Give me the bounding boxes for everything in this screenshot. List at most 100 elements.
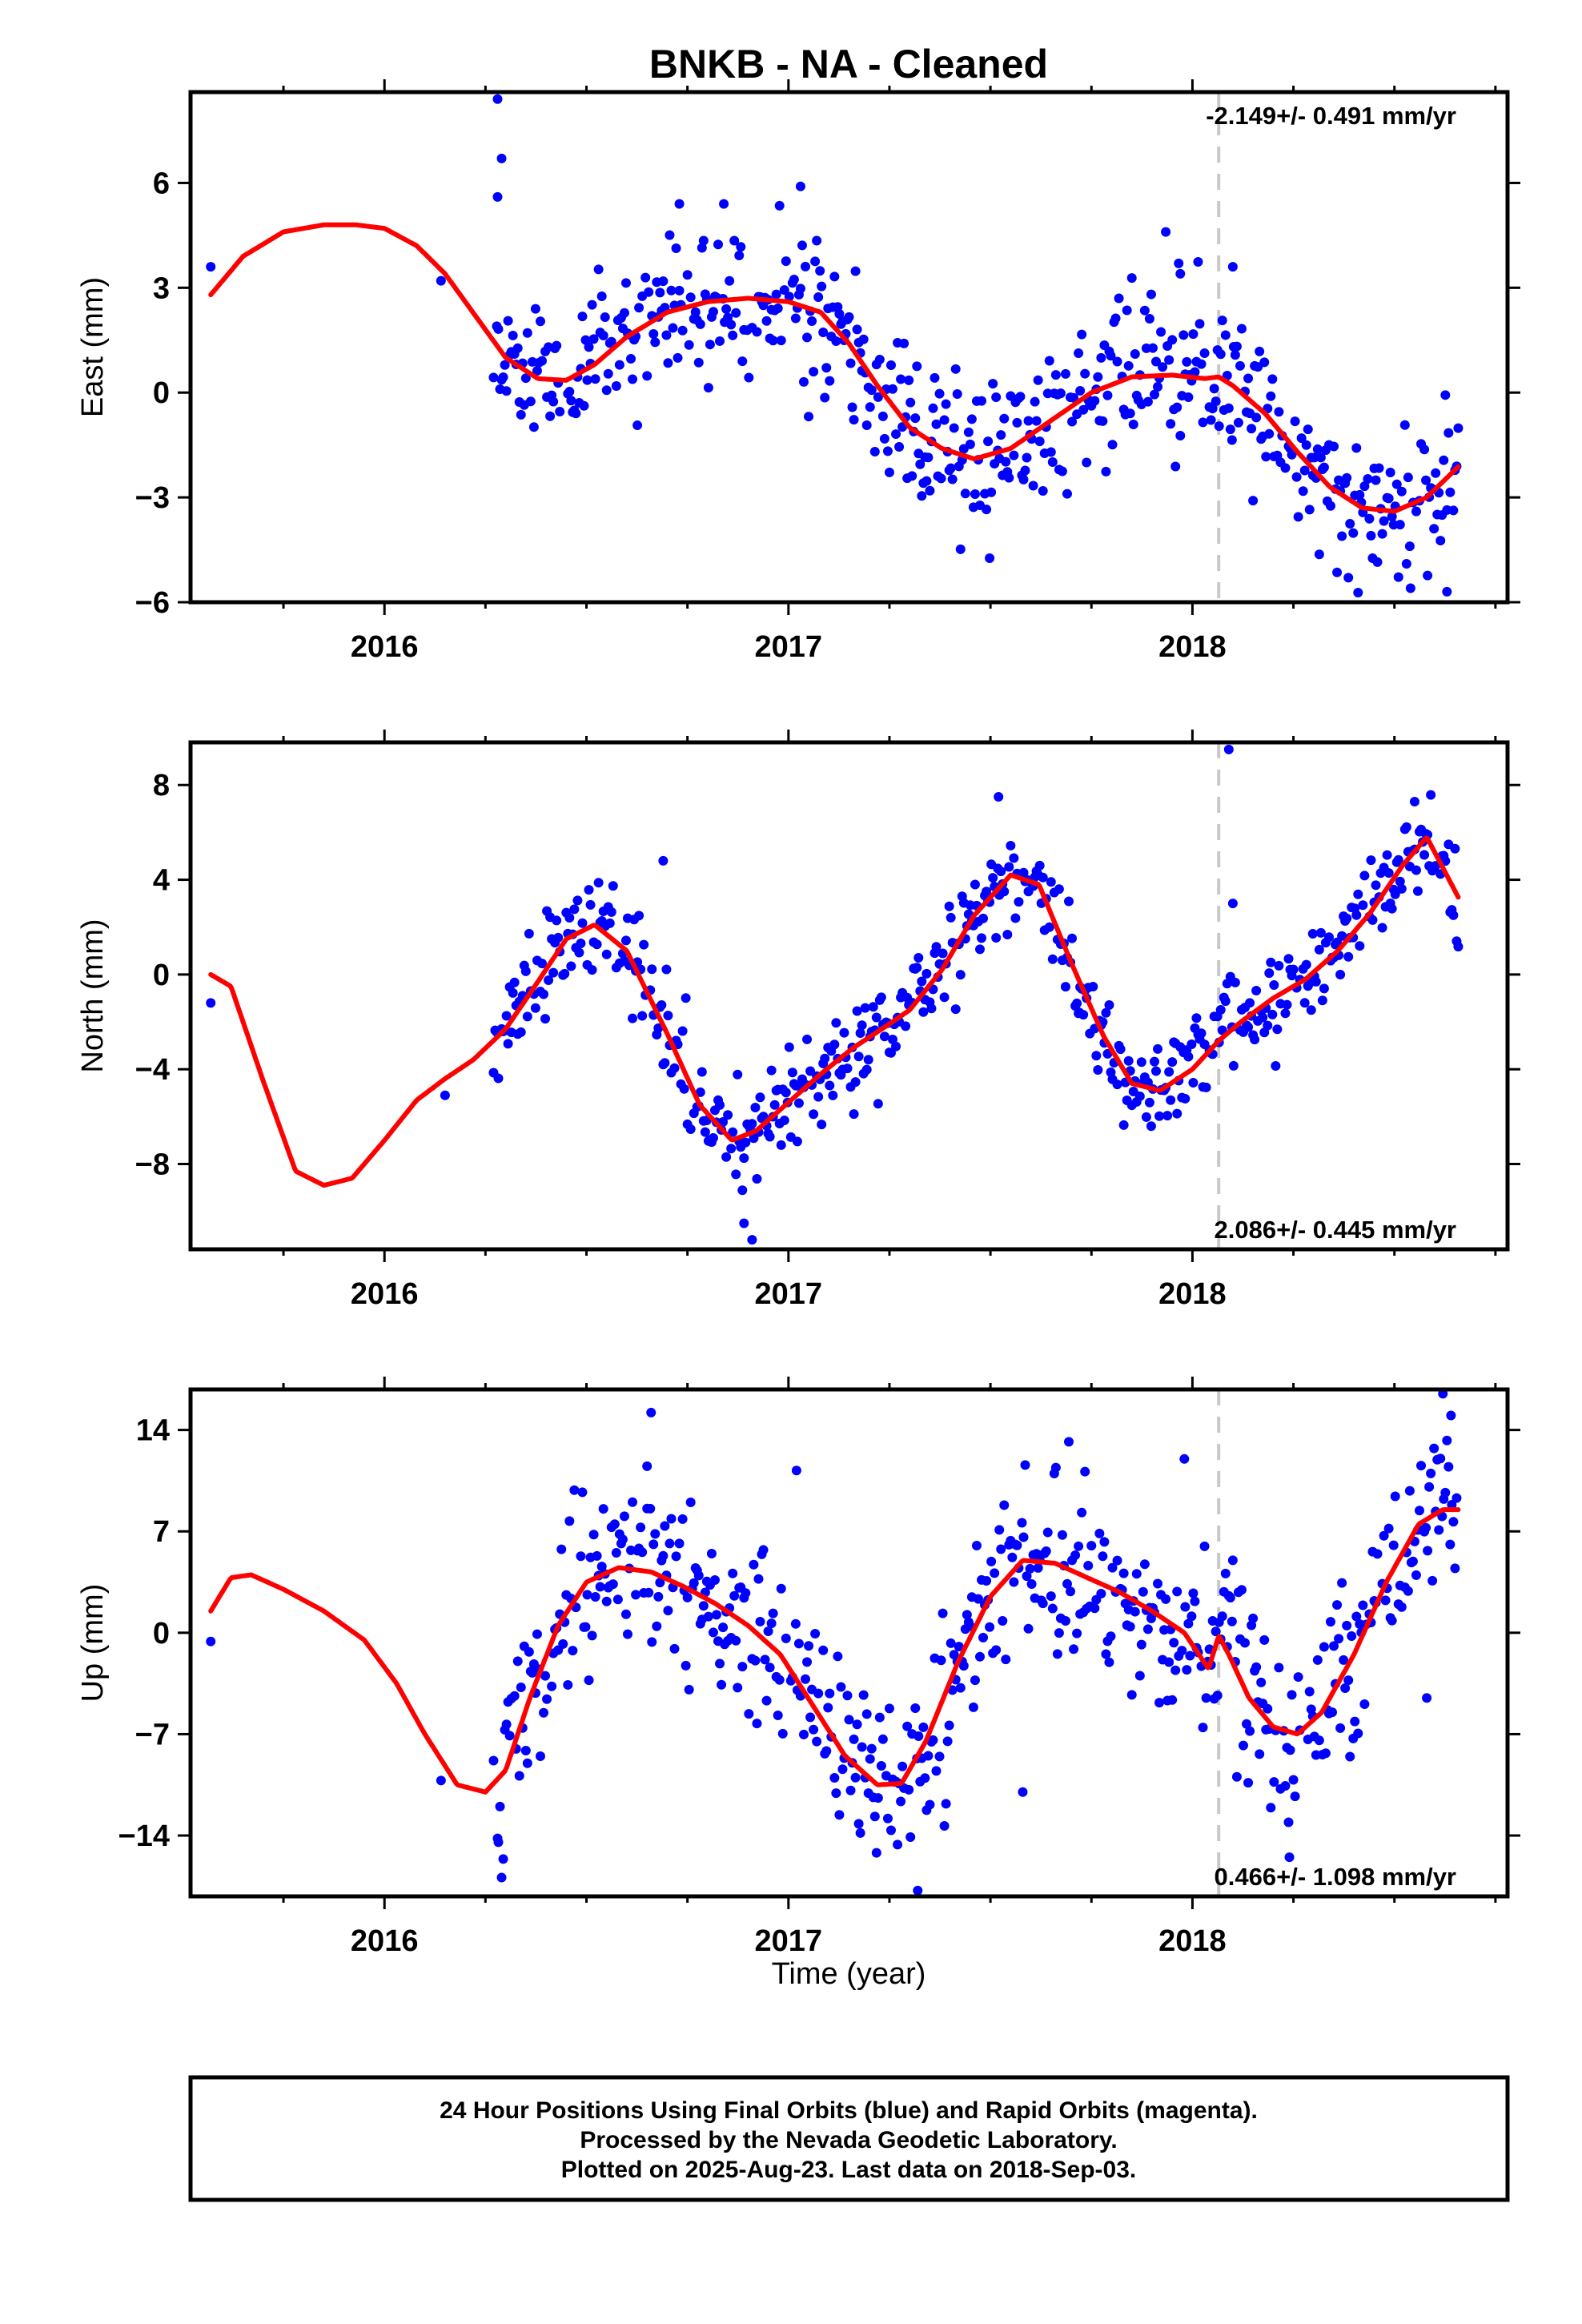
data-point bbox=[525, 396, 536, 407]
data-point bbox=[726, 320, 737, 330]
data-point bbox=[931, 1766, 942, 1776]
data-point bbox=[1240, 1638, 1251, 1648]
data-point bbox=[1263, 1020, 1273, 1031]
data-point bbox=[663, 1606, 673, 1616]
data-point bbox=[1337, 531, 1347, 541]
data-point bbox=[1435, 1454, 1446, 1464]
data-point bbox=[804, 1641, 814, 1651]
data-point bbox=[1190, 1596, 1200, 1606]
data-point bbox=[1332, 567, 1343, 577]
data-point bbox=[717, 1679, 727, 1690]
data-point bbox=[1018, 1532, 1029, 1542]
data-point bbox=[1235, 360, 1245, 371]
data-point bbox=[666, 285, 677, 296]
data-point bbox=[1136, 1639, 1146, 1650]
data-point bbox=[845, 358, 856, 368]
data-point bbox=[1337, 931, 1347, 941]
data-point bbox=[729, 1590, 740, 1601]
data-point bbox=[579, 400, 589, 411]
data-point bbox=[829, 1773, 840, 1783]
data-point bbox=[829, 271, 840, 282]
data-point bbox=[1405, 583, 1415, 593]
data-point bbox=[1283, 954, 1294, 964]
data-point bbox=[858, 334, 869, 344]
data-point bbox=[601, 1596, 612, 1606]
panel-frame bbox=[188, 740, 1510, 1252]
data-point bbox=[747, 1119, 757, 1129]
data-point bbox=[1267, 1009, 1278, 1019]
data-point bbox=[650, 337, 661, 348]
data-point bbox=[705, 340, 715, 350]
data-point bbox=[545, 411, 556, 421]
data-point bbox=[952, 388, 962, 399]
data-point bbox=[941, 399, 951, 409]
data-point bbox=[744, 372, 754, 383]
data-point bbox=[1128, 420, 1138, 430]
data-point bbox=[734, 251, 745, 261]
data-point bbox=[593, 878, 604, 888]
data-point bbox=[1448, 505, 1459, 516]
data-point bbox=[1206, 415, 1216, 425]
x-tick-label: 2018 bbox=[1158, 630, 1227, 664]
data-point bbox=[821, 1746, 832, 1756]
data-point bbox=[1382, 850, 1392, 860]
data-point bbox=[590, 1592, 600, 1602]
data-point bbox=[1134, 1091, 1145, 1101]
data-point bbox=[825, 1688, 835, 1699]
data-point bbox=[1107, 440, 1118, 450]
data-point bbox=[1122, 305, 1132, 316]
data-point bbox=[999, 413, 1010, 424]
data-point bbox=[1411, 865, 1421, 875]
data-point bbox=[1164, 1067, 1174, 1077]
data-point bbox=[1351, 443, 1362, 453]
data-point bbox=[941, 1799, 951, 1809]
data-point bbox=[1353, 587, 1363, 597]
data-point bbox=[963, 427, 974, 437]
data-point bbox=[921, 968, 932, 979]
x-tick-label: 2017 bbox=[755, 630, 823, 664]
data-point bbox=[488, 372, 499, 383]
data-point bbox=[861, 1064, 872, 1075]
data-point bbox=[1172, 402, 1182, 412]
data-point bbox=[1288, 964, 1299, 975]
data-point bbox=[795, 181, 805, 191]
data-point bbox=[540, 1014, 551, 1024]
data-point bbox=[996, 1544, 1006, 1554]
data-point bbox=[1243, 373, 1254, 384]
y-tick-label: −8 bbox=[135, 1148, 170, 1182]
data-point bbox=[1188, 1588, 1199, 1598]
data-point bbox=[769, 1100, 780, 1110]
data-point bbox=[1207, 404, 1218, 414]
data-point bbox=[1238, 1740, 1248, 1751]
data-point bbox=[983, 436, 994, 447]
data-point bbox=[1012, 1540, 1022, 1550]
data-point bbox=[1379, 1530, 1389, 1541]
data-point bbox=[690, 307, 701, 317]
data-point bbox=[547, 1681, 557, 1691]
data-point bbox=[739, 1153, 749, 1164]
data-point bbox=[1080, 1466, 1090, 1477]
data-point bbox=[1387, 1615, 1397, 1626]
data-point bbox=[1050, 370, 1061, 380]
data-point bbox=[576, 1551, 586, 1562]
data-point bbox=[569, 904, 580, 915]
data-point bbox=[879, 1031, 889, 1042]
data-point bbox=[741, 1137, 751, 1148]
data-point bbox=[1180, 1602, 1191, 1612]
data-point bbox=[752, 1174, 762, 1184]
data-point bbox=[790, 313, 801, 324]
data-point bbox=[1125, 408, 1135, 419]
data-point bbox=[831, 336, 841, 347]
data-point bbox=[1167, 1057, 1178, 1068]
data-point bbox=[1025, 1563, 1035, 1574]
data-point bbox=[797, 240, 807, 251]
data-point bbox=[1153, 1578, 1163, 1589]
data-point bbox=[939, 1821, 950, 1831]
y-tick-label: 7 bbox=[153, 1515, 170, 1549]
data-point bbox=[805, 1066, 816, 1076]
data-point bbox=[913, 1731, 924, 1741]
data-point bbox=[1164, 1657, 1174, 1667]
data-point bbox=[871, 1848, 881, 1858]
data-point bbox=[931, 942, 942, 952]
data-point bbox=[802, 332, 813, 343]
